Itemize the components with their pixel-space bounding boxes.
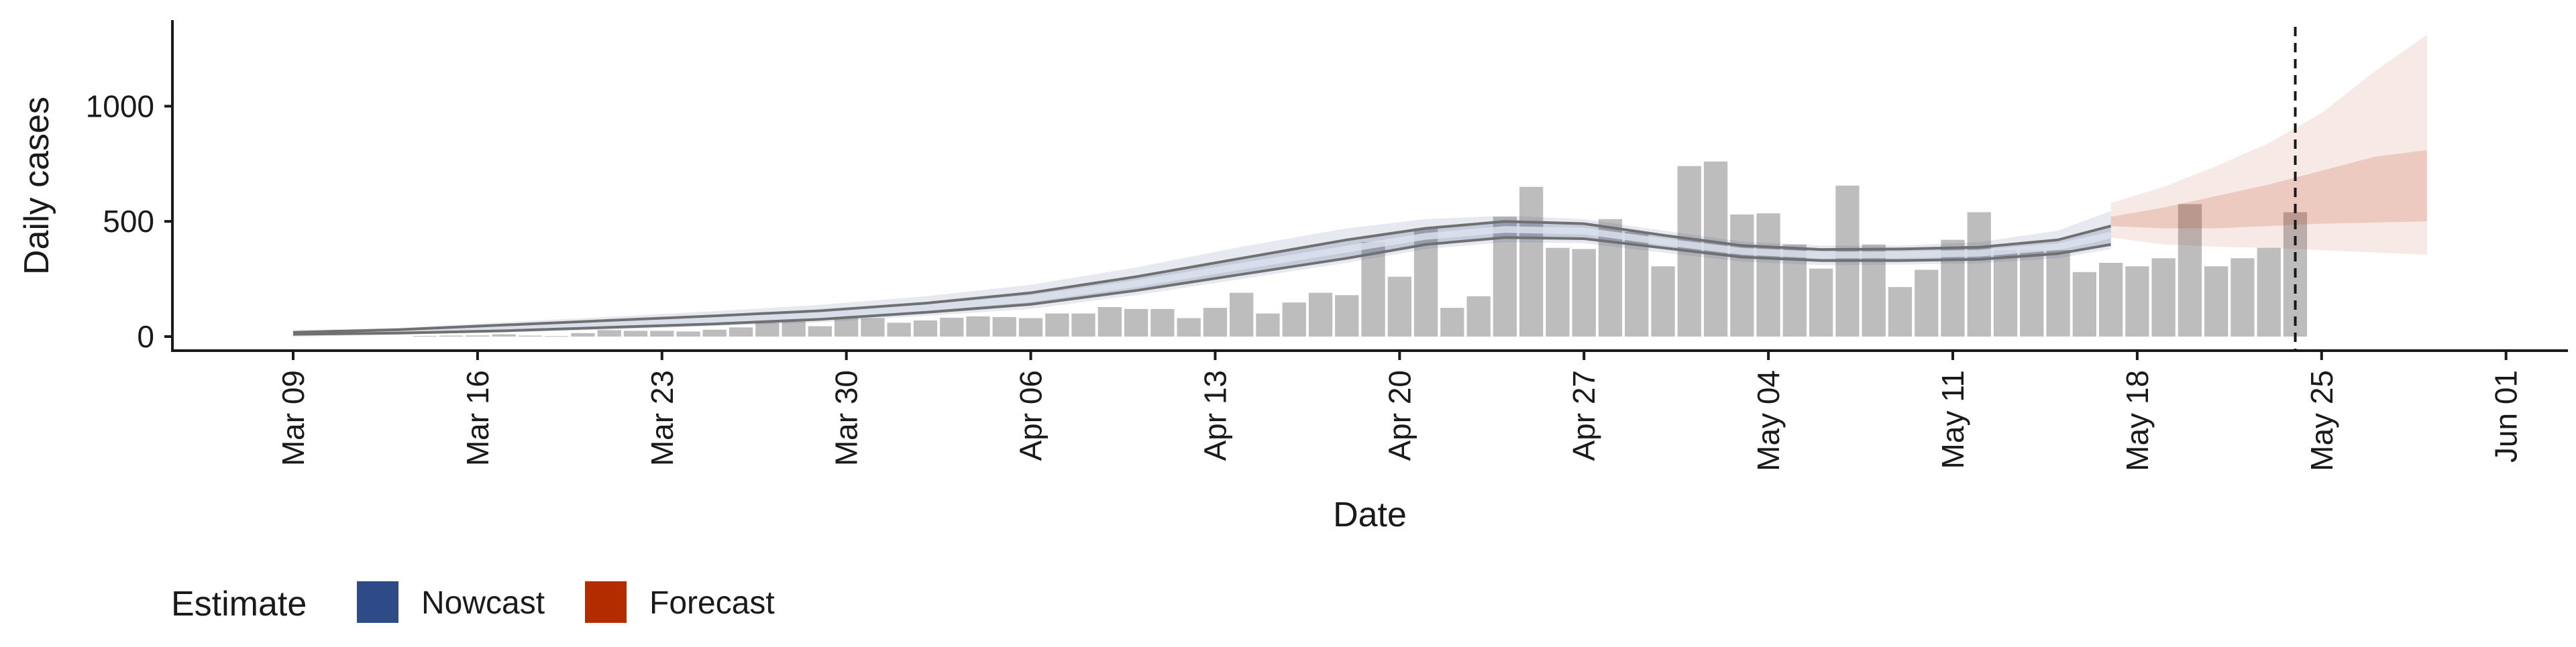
nowcast-lower-line (292, 236, 2111, 336)
bar (1546, 247, 1570, 337)
bar (1440, 308, 1464, 337)
x-tick-label: Mar 30 (829, 370, 864, 466)
nowcast-inner-band (293, 221, 2111, 335)
x-tick-label: May 25 (2304, 370, 2339, 471)
forecast-outer-band (2110, 34, 2427, 255)
bar (1335, 295, 1359, 337)
x-tick-label: Apr 20 (1382, 370, 1417, 461)
bar (1203, 308, 1228, 337)
x-tick-label: Apr 13 (1198, 370, 1233, 461)
bar (835, 317, 859, 337)
x-tick-label: May 04 (1751, 370, 1786, 471)
y-tick-label: 1000 (86, 89, 154, 123)
bar (676, 331, 700, 337)
legend-label-nowcast: Nowcast (421, 585, 545, 621)
bar (861, 318, 885, 337)
bar (1230, 292, 1254, 337)
bar (2257, 247, 2281, 337)
bar (492, 334, 516, 337)
bar (966, 316, 990, 337)
bar (2151, 258, 2176, 337)
bar (782, 321, 806, 337)
bar (755, 322, 780, 337)
bar (1177, 318, 1201, 337)
legend: Estimate Nowcast Forecast (171, 581, 775, 624)
yticks-layer: 0 500 1000 (86, 89, 172, 354)
bar (913, 320, 938, 337)
legend-title: Estimate (171, 585, 307, 624)
legend-swatch-forecast (585, 581, 627, 623)
bar (940, 317, 964, 337)
bar (1018, 318, 1043, 337)
nowcast-upper-line (292, 220, 2112, 334)
x-tick-label: Apr 06 (1014, 370, 1049, 461)
bar (1466, 296, 1491, 337)
bar (650, 331, 674, 337)
bar (2125, 266, 2149, 337)
x-tick-label: Mar 09 (276, 370, 311, 466)
forecast-layer (2110, 34, 2427, 255)
bar (466, 335, 490, 337)
xticks-layer: Mar 09 Mar 16 Mar 23 Mar 30 Apr 06 Apr 13 Apr … (276, 351, 2524, 471)
bar (1282, 302, 1306, 337)
bar (1625, 231, 1649, 337)
bar (1150, 308, 1175, 337)
y-tick-label: 0 (137, 319, 154, 354)
y-tick-label: 500 (103, 204, 154, 239)
x-tick-label: Jun 01 (2489, 370, 2524, 463)
bar (2231, 258, 2255, 337)
bar (702, 329, 727, 337)
y-axis-label: Daily cases (17, 97, 56, 275)
x-tick-label: Mar 23 (645, 370, 680, 466)
bar (729, 327, 753, 337)
bar (571, 333, 595, 337)
x-tick-label: Mar 16 (460, 370, 495, 466)
bar (2072, 272, 2096, 337)
legend-label-forecast: Forecast (649, 585, 775, 621)
nowcast-layer (292, 211, 2112, 337)
bar (1915, 270, 1939, 337)
bar (1572, 249, 1596, 337)
bar (1071, 313, 1095, 337)
bar (1045, 313, 1069, 337)
bar (545, 336, 569, 337)
bar (2099, 263, 2123, 337)
bar (1361, 242, 1385, 337)
bar (413, 336, 437, 337)
bar (597, 330, 621, 337)
bar (992, 316, 1016, 337)
legend-swatch-nowcast (357, 581, 398, 623)
bar (808, 326, 832, 337)
bar (1308, 292, 1333, 337)
axes-layer (171, 20, 2568, 352)
bar (1967, 212, 1991, 337)
bar (887, 322, 911, 337)
bar (2046, 250, 2070, 337)
bar (518, 335, 543, 337)
bar (1809, 268, 1833, 337)
bar (1097, 307, 1122, 337)
x-axis-label: Date (1333, 495, 1407, 534)
forecast-inner-band (2110, 150, 2427, 229)
bar (1888, 287, 1913, 337)
bar (1756, 213, 1780, 337)
bar (439, 335, 464, 337)
bar (1993, 250, 2018, 337)
x-tick-label: Apr 27 (1566, 370, 1601, 461)
bar (2178, 204, 2202, 337)
bar (1730, 214, 1754, 337)
x-tick-label: May 18 (2120, 370, 2155, 471)
bar (1256, 313, 1280, 337)
bar (1124, 308, 1148, 337)
bar (1519, 186, 1544, 337)
bar (2204, 266, 2229, 337)
bar (1651, 266, 1675, 337)
x-tick-label: May 11 (1935, 370, 1970, 469)
nowcast-median-line (292, 226, 2112, 337)
bar (2020, 250, 2044, 337)
bar (1387, 276, 1411, 337)
bar (623, 331, 648, 337)
